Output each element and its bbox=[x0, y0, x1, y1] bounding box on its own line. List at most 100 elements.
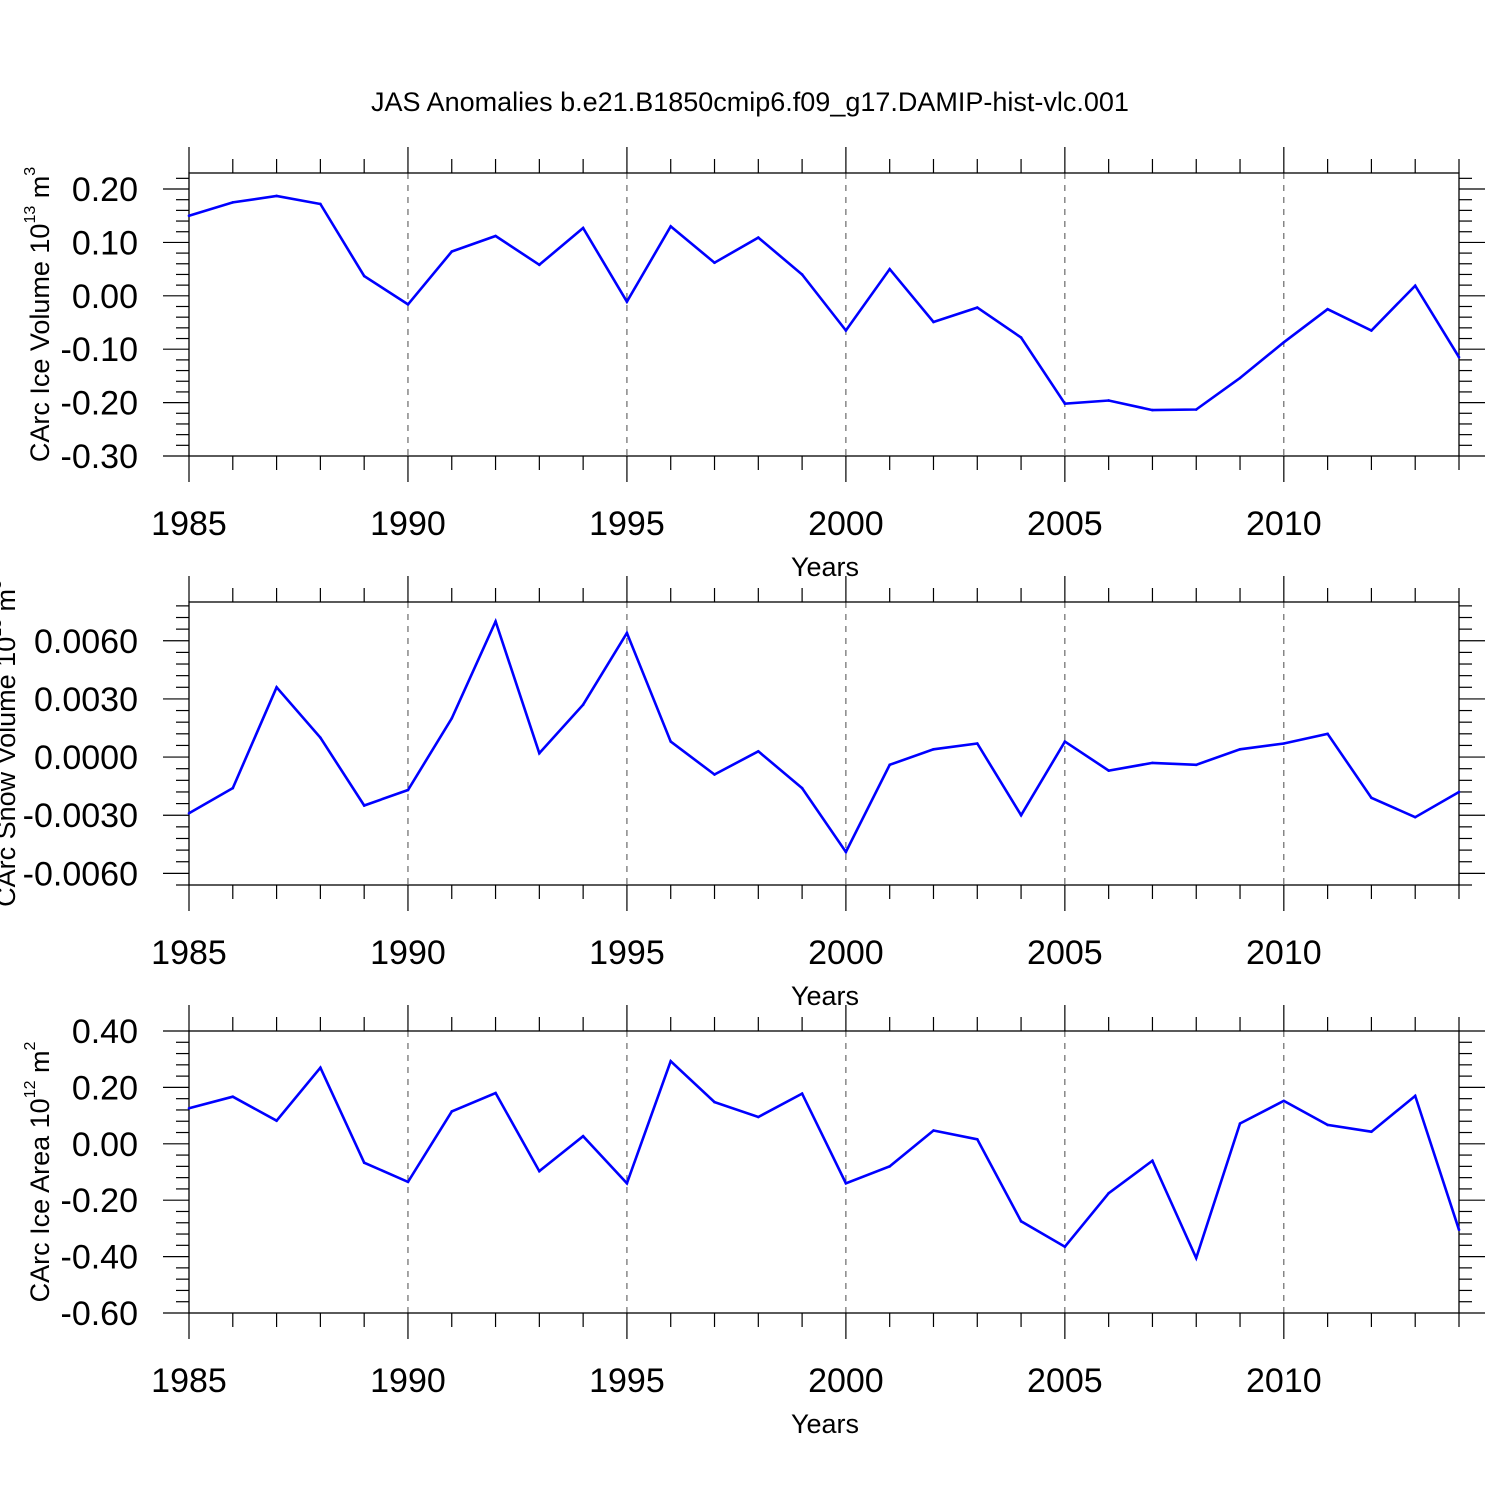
x-axis-title: Years bbox=[791, 552, 859, 582]
y-tick-label: 0.40 bbox=[72, 1013, 138, 1051]
plot-frame bbox=[188, 1030, 1460, 1314]
data-point bbox=[1019, 336, 1023, 339]
data-point bbox=[1457, 355, 1461, 359]
data-point bbox=[625, 1181, 629, 1185]
data-point bbox=[187, 214, 191, 218]
plot-frame bbox=[188, 172, 1460, 457]
y-axis-title: CArc Snow Volume 1013 m3 bbox=[0, 580, 21, 907]
y-axis-title-text: CArc Ice Volume 10 bbox=[25, 224, 55, 463]
data-point bbox=[1282, 340, 1286, 344]
data-point bbox=[625, 300, 629, 303]
data-point bbox=[362, 804, 366, 807]
y-tick-label: 0.20 bbox=[72, 1069, 138, 1107]
data-point bbox=[800, 273, 804, 276]
data-point bbox=[975, 742, 979, 745]
data-point bbox=[1413, 284, 1417, 287]
data-point bbox=[581, 703, 585, 707]
data-point bbox=[975, 306, 979, 309]
y-axis-title-unit: m bbox=[25, 1051, 55, 1081]
y-tick-label: 0.20 bbox=[72, 171, 138, 209]
x-tick-label: 1985 bbox=[151, 934, 227, 972]
data-point bbox=[231, 201, 235, 204]
data-point bbox=[800, 786, 804, 790]
panel-ice-volume: 0.20 0.10 0.00 -0.10 -0.20 -0.30 1985 1990 1995 2… bbox=[22, 147, 1485, 582]
y-tick-label: 0.0000 bbox=[34, 739, 138, 777]
y-tick-label: 0.10 bbox=[72, 224, 138, 262]
data-point bbox=[1107, 769, 1110, 772]
data-point bbox=[757, 236, 760, 239]
data-point bbox=[1370, 1130, 1373, 1133]
data-point bbox=[538, 751, 541, 755]
data-point bbox=[888, 763, 891, 767]
data-point bbox=[1282, 742, 1286, 745]
data-point bbox=[1063, 1245, 1067, 1249]
data-point bbox=[1194, 763, 1198, 767]
y-tick-label: 0.0030 bbox=[34, 681, 138, 719]
data-point bbox=[319, 1066, 322, 1069]
y-tick-label: -0.0030 bbox=[23, 797, 138, 835]
y-axis-title-exponent: 13 bbox=[22, 206, 39, 224]
x-tick-label: 2005 bbox=[1027, 1362, 1103, 1400]
y-axis-title-unit-exponent: 2 bbox=[22, 1042, 39, 1051]
y-axis-title-exponent: 12 bbox=[22, 1080, 39, 1098]
data-point bbox=[1107, 399, 1110, 402]
data-point bbox=[450, 1110, 454, 1113]
data-point bbox=[450, 717, 454, 720]
data-point bbox=[538, 263, 541, 267]
data-point bbox=[1413, 815, 1417, 819]
x-tick-label: 2000 bbox=[808, 1362, 884, 1400]
data-point bbox=[888, 1165, 891, 1168]
data-point bbox=[713, 773, 716, 776]
y-tick-label: -0.10 bbox=[61, 331, 139, 369]
data-point bbox=[1238, 376, 1242, 380]
data-point bbox=[844, 1181, 848, 1185]
x-axis-title: Years bbox=[791, 1409, 859, 1439]
data-point bbox=[406, 1180, 410, 1184]
data-point bbox=[319, 736, 322, 739]
data-point bbox=[362, 274, 366, 278]
y-tick-label: -0.60 bbox=[61, 1295, 139, 1333]
y-axis-title-unit: m bbox=[0, 589, 21, 619]
data-point bbox=[1457, 1228, 1461, 1232]
x-tick-label: 1995 bbox=[589, 505, 665, 543]
series-line-ice-area bbox=[188, 1058, 1461, 1262]
data-point bbox=[494, 620, 497, 623]
data-point bbox=[1370, 329, 1373, 332]
x-tick-label: 2000 bbox=[808, 505, 884, 543]
data-point bbox=[1326, 307, 1329, 311]
y-axis-title: CArc Ice Volume 1013 m3 bbox=[22, 167, 55, 462]
data-point bbox=[362, 1161, 366, 1164]
y-tick-label: 0.00 bbox=[72, 1126, 138, 1164]
data-point bbox=[275, 1119, 278, 1122]
data-point bbox=[1151, 761, 1154, 765]
data-point bbox=[494, 1091, 497, 1095]
panel-ice-area: 0.40 0.20 0.00 -0.20 -0.40 -0.60 1985 1990 1995 2… bbox=[22, 1005, 1485, 1439]
data-point bbox=[231, 786, 235, 790]
y-axis-title-text: CArc Snow Volume 10 bbox=[0, 637, 21, 907]
y-tick-label: -0.0060 bbox=[23, 855, 138, 893]
y-axis-title-unit-exponent: 3 bbox=[22, 167, 39, 176]
data-point bbox=[275, 194, 278, 198]
x-tick-label: 1990 bbox=[370, 505, 446, 543]
panel-snow-volume: 0.0060 0.0030 0.0000 -0.0030 -0.0060 1985 1990… bbox=[0, 576, 1485, 1011]
data-point bbox=[406, 788, 410, 792]
data-point bbox=[975, 1137, 979, 1141]
data-point bbox=[713, 261, 716, 265]
data-point bbox=[625, 631, 629, 635]
y-axis-title-unit-exponent: 3 bbox=[0, 580, 5, 589]
y-tick-label: 0.00 bbox=[72, 278, 138, 316]
data-point bbox=[669, 1059, 673, 1063]
data-point bbox=[1194, 1256, 1198, 1260]
data-point bbox=[275, 685, 278, 689]
data-point bbox=[1063, 402, 1067, 405]
x-tick-label: 2005 bbox=[1027, 934, 1103, 972]
data-point bbox=[757, 1115, 760, 1119]
data-point bbox=[187, 811, 191, 815]
data-point bbox=[1063, 740, 1067, 743]
data-point bbox=[1019, 813, 1023, 817]
data-point bbox=[1107, 1191, 1110, 1195]
data-point bbox=[757, 749, 760, 753]
x-tick-label: 1990 bbox=[370, 934, 446, 972]
